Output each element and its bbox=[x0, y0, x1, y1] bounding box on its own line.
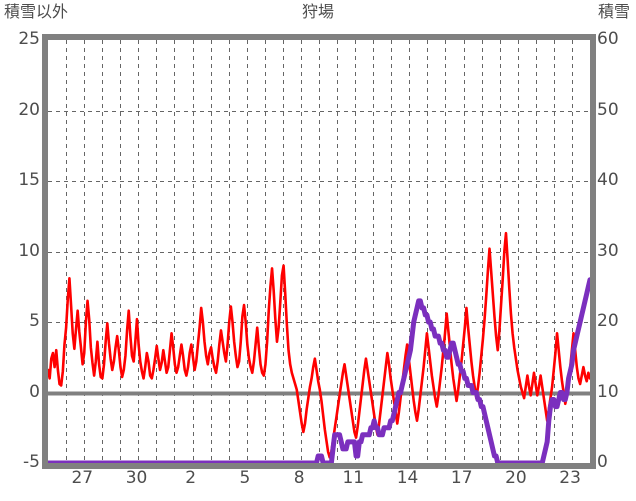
left-tick-20: 20 bbox=[18, 99, 40, 120]
plot-area bbox=[48, 40, 590, 463]
right-tick-10: 10 bbox=[597, 381, 619, 402]
left-tick-15: 15 bbox=[18, 170, 40, 190]
x-tick-14: 14 bbox=[396, 468, 419, 488]
left-tick--5: -5 bbox=[23, 452, 40, 472]
left-axis-title: 積雪以外 bbox=[4, 2, 69, 21]
right-tick-20: 20 bbox=[597, 311, 619, 331]
left-tick-10: 10 bbox=[18, 240, 40, 261]
x-tick-5: 5 bbox=[239, 468, 251, 488]
chart-title: 狩場 bbox=[301, 2, 334, 21]
x-tick-27: 27 bbox=[71, 468, 94, 488]
right-tick-60: 60 bbox=[597, 29, 619, 49]
x-tick-20: 20 bbox=[505, 468, 527, 488]
x-tick-23: 23 bbox=[559, 468, 581, 488]
left-tick-5: 5 bbox=[29, 311, 40, 331]
x-tick-2: 2 bbox=[185, 468, 197, 488]
left-tick-25: 25 bbox=[18, 29, 40, 49]
chart-canvas bbox=[48, 40, 590, 463]
right-axis-title: 積雪 bbox=[597, 2, 630, 21]
left-tick-0: 0 bbox=[29, 381, 40, 402]
right-tick-0: 0 bbox=[597, 452, 608, 472]
x-tick-30: 30 bbox=[125, 468, 148, 488]
right-tick-40: 40 bbox=[597, 170, 619, 190]
x-tick-11: 11 bbox=[342, 468, 365, 488]
right-tick-50: 50 bbox=[597, 99, 619, 120]
x-tick-8: 8 bbox=[293, 468, 305, 488]
right-tick-30: 30 bbox=[597, 240, 619, 261]
x-tick-17: 17 bbox=[450, 468, 473, 488]
